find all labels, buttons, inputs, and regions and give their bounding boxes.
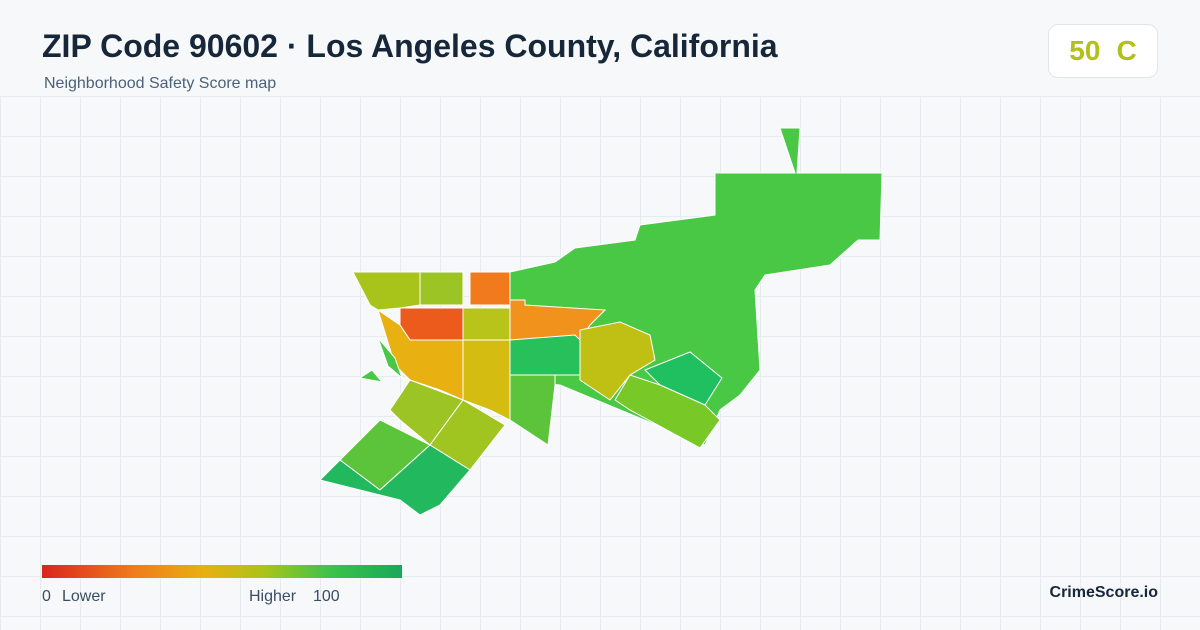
legend-max-label: Higher: [249, 588, 297, 605]
area: [462, 307, 511, 341]
area: [462, 339, 511, 421]
area: [389, 379, 464, 446]
title: ZIP Code 90602 · Los Angeles County, Cal…: [42, 28, 778, 64]
area: [358, 369, 384, 383]
area: [352, 271, 421, 311]
area: [319, 444, 471, 516]
area: [377, 337, 404, 380]
legend-gradient: [42, 565, 402, 578]
area: [399, 307, 464, 341]
area: [614, 374, 721, 449]
brand: CrimeScore.io: [1049, 584, 1158, 601]
score-grade: C: [1116, 35, 1137, 66]
legend-min: 0: [42, 588, 51, 605]
score-badge: 50 C: [1048, 24, 1158, 78]
area: [579, 321, 656, 401]
area: [509, 374, 556, 446]
score-value: 50: [1069, 35, 1101, 66]
area: [419, 271, 464, 306]
area: [644, 351, 723, 406]
legend-min-label: Lower: [62, 588, 106, 605]
legend-max: 100: [313, 588, 340, 605]
subtitle: Neighborhood Safety Score map: [44, 75, 277, 92]
area: [469, 271, 511, 306]
